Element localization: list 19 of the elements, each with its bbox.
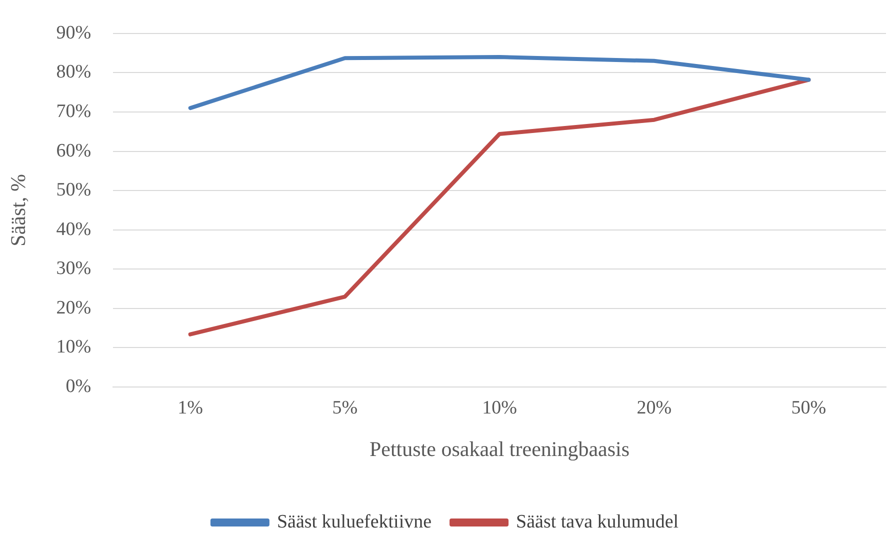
y-tick-label: 50% <box>56 180 92 201</box>
x-tick-label: 10% <box>482 397 518 418</box>
y-tick-label: 30% <box>56 258 92 280</box>
y-tick-label: 40% <box>56 218 92 240</box>
x-tick-label: 50% <box>791 397 826 418</box>
y-tick-label: 70% <box>56 100 92 122</box>
legend-label: Sääst kuluefektiivne <box>276 511 432 532</box>
x-axis-title: Pettuste osakaal treeningbaasis <box>369 436 630 461</box>
y-tick-label: 90% <box>56 22 92 44</box>
x-tick-label: 5% <box>332 397 358 418</box>
x-tick-label: 1% <box>178 397 204 418</box>
y-tick-label: 10% <box>56 336 92 358</box>
legend-label: Sääst tava kulumudel <box>516 511 679 532</box>
y-tick-label: 0% <box>66 376 92 397</box>
y-tick-label: 60% <box>56 140 92 162</box>
x-tick-label: 20% <box>636 397 672 418</box>
y-tick-label: 20% <box>56 297 92 318</box>
y-axis-title: Sääst, % <box>6 174 30 246</box>
y-tick-label: 80% <box>56 62 92 83</box>
